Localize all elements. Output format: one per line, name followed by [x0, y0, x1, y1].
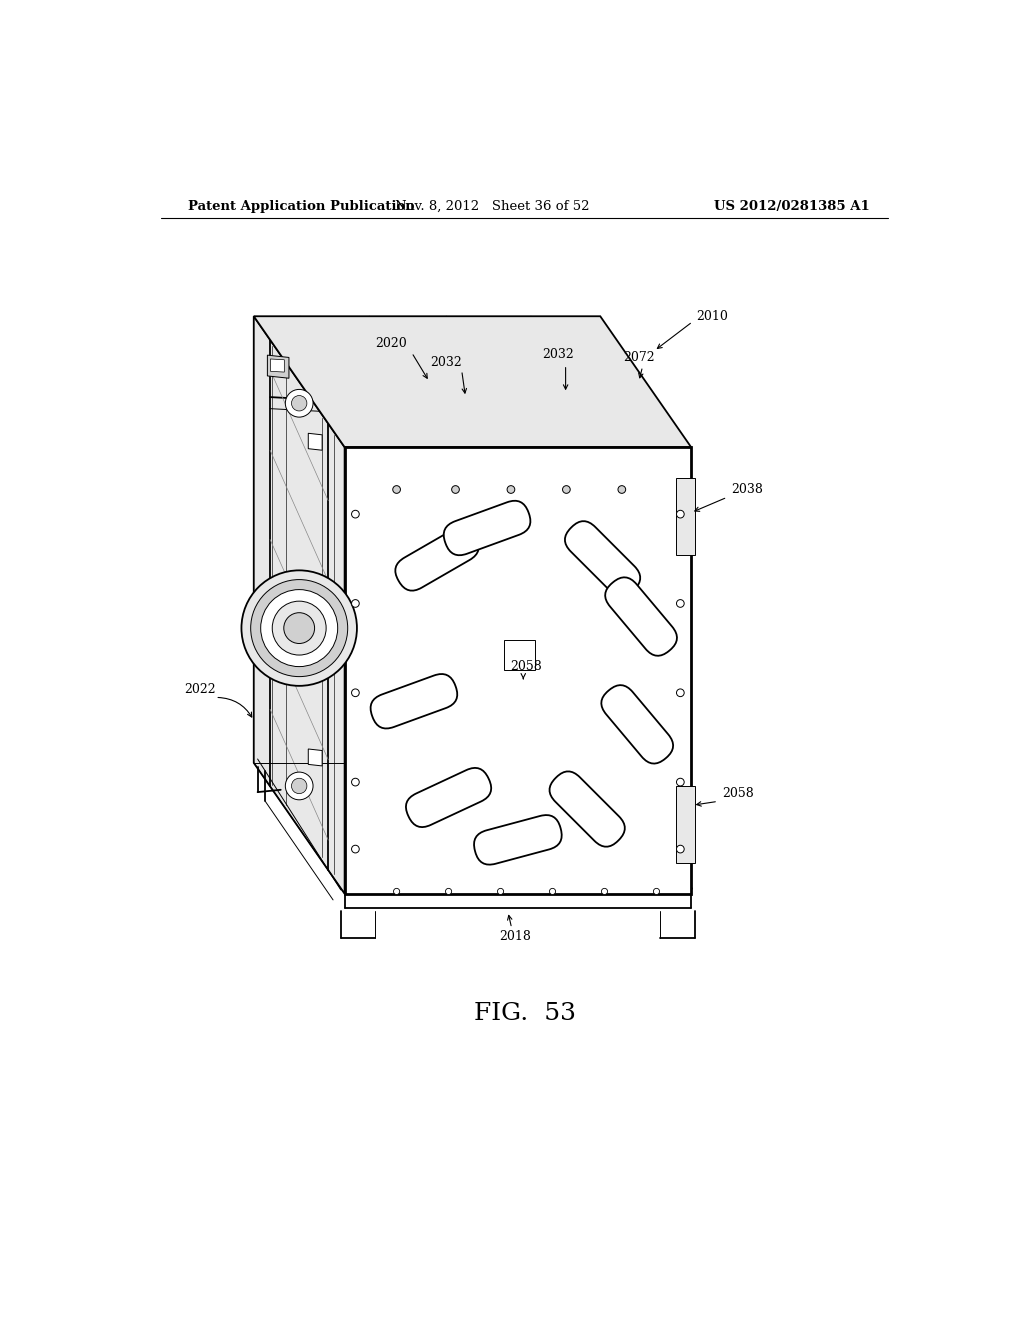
Polygon shape — [345, 447, 691, 894]
Polygon shape — [308, 433, 323, 450]
FancyBboxPatch shape — [371, 675, 458, 729]
Circle shape — [677, 599, 684, 607]
Circle shape — [653, 888, 659, 895]
Text: 2032: 2032 — [542, 348, 573, 362]
Circle shape — [677, 689, 684, 697]
Circle shape — [550, 888, 556, 895]
Circle shape — [272, 601, 326, 655]
Text: 2018: 2018 — [500, 929, 531, 942]
Text: 2072: 2072 — [623, 351, 654, 363]
Polygon shape — [676, 478, 695, 554]
Text: 2020: 2020 — [375, 337, 407, 350]
FancyBboxPatch shape — [605, 577, 677, 656]
Circle shape — [601, 888, 607, 895]
Polygon shape — [254, 317, 691, 447]
Circle shape — [393, 888, 399, 895]
Text: 2022: 2022 — [184, 684, 216, 696]
Circle shape — [677, 511, 684, 517]
Circle shape — [251, 579, 348, 677]
Circle shape — [292, 396, 307, 411]
Circle shape — [452, 486, 460, 494]
Text: 2010: 2010 — [696, 310, 728, 323]
FancyBboxPatch shape — [395, 527, 479, 590]
FancyBboxPatch shape — [550, 771, 625, 846]
Circle shape — [507, 486, 515, 494]
Text: Patent Application Publication: Patent Application Publication — [188, 199, 415, 213]
Polygon shape — [308, 748, 323, 766]
Circle shape — [677, 779, 684, 785]
FancyBboxPatch shape — [601, 685, 673, 763]
Text: 2058: 2058 — [722, 787, 754, 800]
Polygon shape — [267, 355, 289, 379]
Circle shape — [351, 845, 359, 853]
Circle shape — [351, 689, 359, 697]
Circle shape — [286, 389, 313, 417]
Circle shape — [445, 888, 452, 895]
Circle shape — [286, 772, 313, 800]
Polygon shape — [270, 359, 285, 372]
Polygon shape — [504, 640, 535, 671]
Polygon shape — [676, 785, 695, 863]
Circle shape — [393, 486, 400, 494]
Circle shape — [351, 599, 359, 607]
Text: 2058: 2058 — [510, 660, 542, 673]
Circle shape — [242, 570, 357, 686]
Circle shape — [498, 888, 504, 895]
Circle shape — [284, 612, 314, 644]
Circle shape — [562, 486, 570, 494]
Text: 2032: 2032 — [430, 356, 462, 370]
FancyBboxPatch shape — [565, 521, 640, 597]
Text: 2038: 2038 — [731, 483, 763, 496]
Circle shape — [617, 486, 626, 494]
Circle shape — [351, 511, 359, 517]
Polygon shape — [254, 317, 345, 894]
Text: Nov. 8, 2012   Sheet 36 of 52: Nov. 8, 2012 Sheet 36 of 52 — [395, 199, 590, 213]
Circle shape — [261, 590, 338, 667]
Text: FIG.  53: FIG. 53 — [474, 1002, 575, 1024]
Circle shape — [351, 779, 359, 785]
FancyBboxPatch shape — [443, 500, 530, 556]
FancyBboxPatch shape — [474, 814, 562, 865]
Circle shape — [292, 779, 307, 793]
FancyBboxPatch shape — [406, 768, 492, 828]
Text: US 2012/0281385 A1: US 2012/0281385 A1 — [714, 199, 869, 213]
Circle shape — [677, 845, 684, 853]
